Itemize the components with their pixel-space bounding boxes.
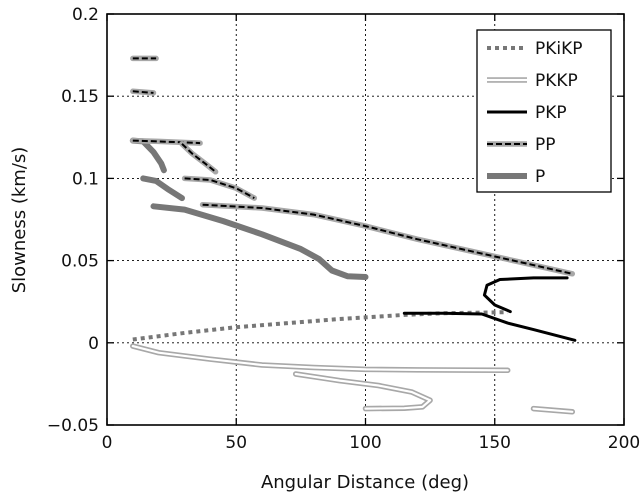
y-tick-label: 0.2 xyxy=(72,5,99,25)
x-tick-label: 100 xyxy=(349,433,381,453)
x-tick-label: 50 xyxy=(225,433,247,453)
y-tick-label: 0.05 xyxy=(61,252,99,272)
x-tick-label: 0 xyxy=(102,433,113,453)
y-axis-title: Slowness (km/s) xyxy=(9,147,30,294)
series-pkkp-segment-2-overlay xyxy=(532,407,574,413)
legend-label-pkikp: PKiKP xyxy=(535,39,583,59)
legend-label-p: P xyxy=(535,167,545,187)
series-pp-segment-2 xyxy=(130,137,203,146)
legend-label-pkp: PKP xyxy=(535,103,567,123)
series-pp-segment-1-overlay xyxy=(132,90,154,94)
series-pp-segment-4-overlay xyxy=(184,177,255,199)
series-p-segment-2 xyxy=(150,203,369,280)
y-tick-label: 0.15 xyxy=(61,87,99,107)
data-series xyxy=(129,55,577,415)
series-pkkp-segment-1-overlay xyxy=(294,372,432,410)
y-tick-label: −0.05 xyxy=(47,416,99,436)
x-tick-label: 150 xyxy=(479,433,511,453)
series-pkp-segment-1 xyxy=(482,276,569,314)
x-tick-label: 200 xyxy=(608,433,640,453)
series-pkkp-segment-0-overlay xyxy=(131,345,509,372)
series-pp-segment-5-overlay xyxy=(202,203,573,275)
x-axis-title: Angular Distance (deg) xyxy=(261,472,469,493)
series-pkp-segment-0 xyxy=(402,311,577,342)
y-tick-label: 0 xyxy=(88,334,99,354)
legend-label-pp: PP xyxy=(535,135,556,155)
y-tick-label: 0.1 xyxy=(72,169,99,189)
legend-label-pkkp: PKKP xyxy=(535,71,578,91)
series-pp-segment-3-overlay xyxy=(181,143,217,173)
series-p-segment-1 xyxy=(140,175,185,202)
